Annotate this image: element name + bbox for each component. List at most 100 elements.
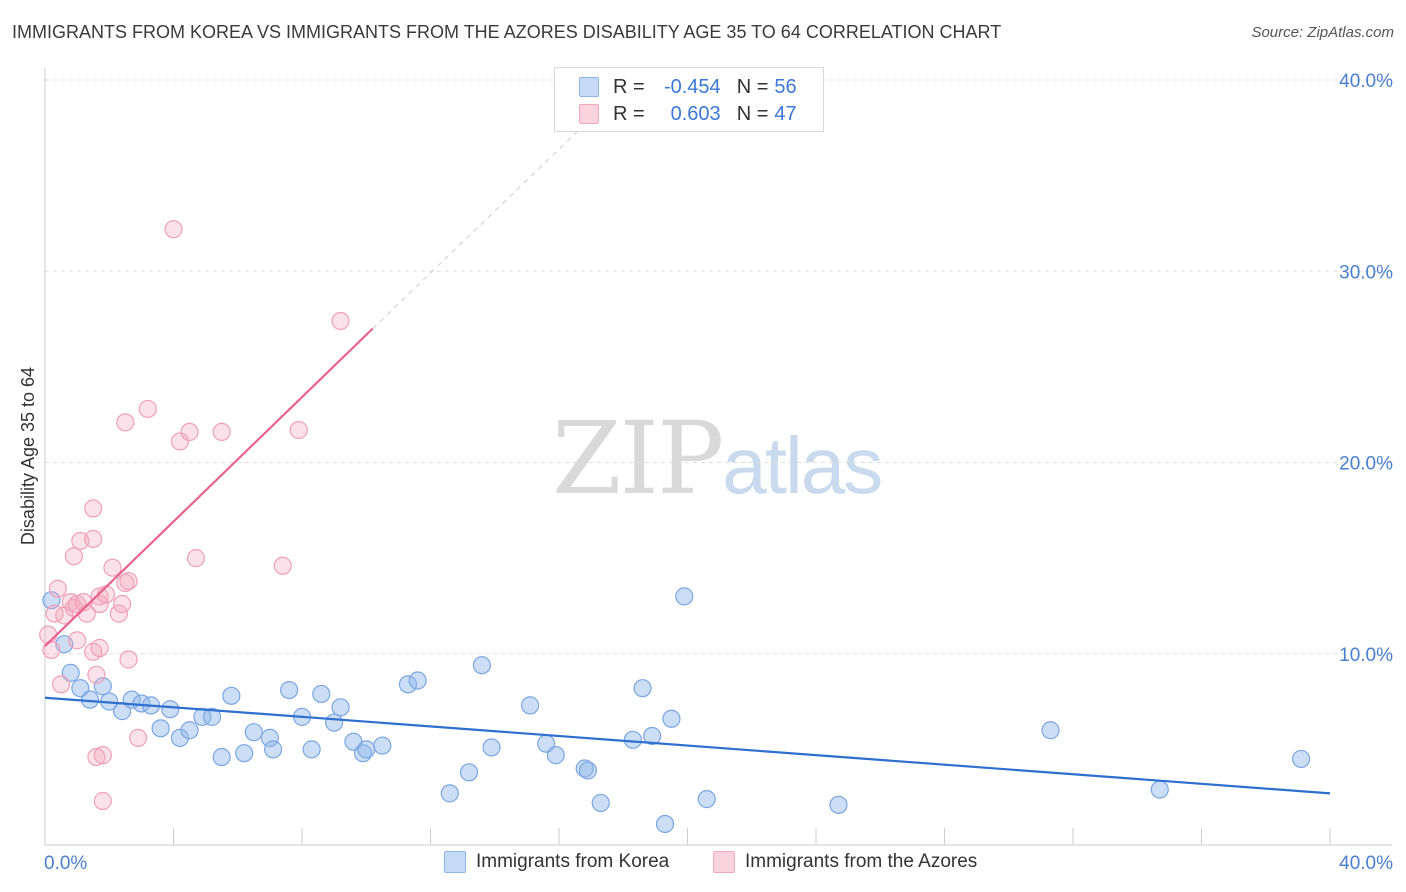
- watermark-atlas: atlas: [722, 421, 883, 510]
- y-tick-label: 30.0%: [1339, 262, 1393, 283]
- bottom-azores-label: Immigrants from the Azores: [745, 851, 978, 872]
- azores-point: [93, 791, 112, 811]
- korea-trend-line: [44, 696, 1331, 795]
- korea-point: [482, 738, 501, 757]
- korea-point: [357, 740, 376, 759]
- azores-point: [39, 625, 58, 644]
- azores-n-label: N =: [736, 102, 769, 125]
- legend-row-korea: R = -0.454 N = 56: [579, 75, 797, 99]
- source-label: Source: ZipAtlas.com: [1251, 24, 1394, 41]
- korea-swatch: [579, 77, 599, 97]
- y-tick-label: 40.0%: [1339, 71, 1393, 92]
- azores-point: [64, 547, 84, 566]
- korea-n-label: N =: [736, 75, 769, 98]
- azores-point: [129, 728, 148, 748]
- korea-point: [180, 721, 199, 740]
- korea-point: [655, 814, 675, 834]
- bottom-korea-label: Immigrants from Korea: [476, 851, 670, 872]
- korea-point: [331, 698, 350, 717]
- korea-point: [829, 795, 848, 814]
- korea-point: [459, 763, 479, 782]
- azores-r-label: R =: [613, 102, 645, 125]
- korea-point: [373, 736, 392, 755]
- korea-point: [578, 761, 598, 780]
- y-tick-label: 20.0%: [1339, 454, 1393, 475]
- azores-point: [84, 529, 103, 549]
- korea-r-value: -0.454: [663, 75, 721, 98]
- korea-point: [263, 740, 283, 759]
- azores-point: [116, 573, 135, 593]
- azores-point: [61, 593, 80, 612]
- korea-n-value: 56: [774, 75, 797, 98]
- korea-point: [1041, 721, 1060, 740]
- x-tick-label: 0.0%: [44, 853, 87, 874]
- korea-point: [643, 726, 662, 746]
- korea-point: [302, 740, 321, 759]
- azores-point: [48, 579, 67, 598]
- azores-point: [87, 665, 106, 684]
- azores-point: [68, 631, 87, 650]
- korea-point: [591, 793, 610, 813]
- azores-point: [164, 220, 183, 239]
- azores-point: [109, 604, 128, 623]
- korea-r-label: R =: [613, 75, 645, 98]
- korea-point: [325, 713, 344, 732]
- korea-point: [546, 746, 565, 765]
- korea-point: [697, 789, 716, 809]
- azores-trend-line: [44, 327, 374, 647]
- korea-point: [1150, 780, 1169, 799]
- watermark-zip: ZIP: [552, 400, 724, 517]
- azores-trend-extension: [372, 117, 592, 329]
- azores-r-value: 0.603: [670, 102, 721, 125]
- watermark: ZIPatlas: [552, 400, 883, 517]
- korea-point: [575, 759, 594, 778]
- korea-point: [472, 656, 491, 675]
- azores-point: [87, 747, 106, 767]
- azores-swatch: [579, 104, 599, 124]
- korea-point: [633, 679, 652, 698]
- korea-point: [212, 747, 231, 767]
- korea-point: [235, 744, 254, 763]
- azores-point: [273, 556, 292, 575]
- bottom-legend-korea: Immigrants from Korea: [444, 851, 669, 873]
- azores-point: [138, 399, 157, 419]
- azores-point: [68, 594, 87, 614]
- x-tick-label: 40.0%: [1339, 853, 1393, 874]
- korea-point: [202, 707, 222, 726]
- korea-point: [675, 587, 694, 606]
- azores-point: [112, 594, 132, 614]
- azores-point: [180, 422, 199, 441]
- azores-point: [103, 558, 122, 577]
- azores-point: [42, 640, 61, 660]
- korea-point: [151, 719, 170, 738]
- korea-point: [520, 696, 540, 715]
- korea-point: [312, 684, 331, 704]
- korea-point: [623, 730, 642, 749]
- azores-point: [119, 571, 138, 591]
- korea-point: [244, 723, 263, 742]
- y-axis-label: Disability Age 35 to 64: [18, 367, 38, 545]
- stats-legend: R = -0.454 N = 56 R = 0.603 N = 47: [554, 67, 824, 132]
- korea-point: [1291, 749, 1311, 769]
- y-tick-label: 10.0%: [1339, 645, 1393, 666]
- legend-row-azores: R = 0.603 N = 47: [579, 102, 797, 126]
- bottom-azores-swatch: [713, 851, 735, 873]
- korea-point: [161, 700, 180, 719]
- azores-point: [289, 420, 308, 440]
- korea-point: [222, 686, 241, 705]
- azores-point: [96, 585, 116, 604]
- azores-point: [331, 311, 350, 331]
- azores-point: [84, 499, 103, 518]
- azores-point: [51, 675, 71, 694]
- korea-point: [260, 728, 279, 748]
- korea-point: [662, 709, 681, 728]
- azores-point: [90, 594, 109, 614]
- azores-point: [116, 413, 135, 432]
- bottom-korea-swatch: [444, 851, 466, 873]
- bottom-legend-azores: Immigrants from the Azores: [713, 851, 977, 873]
- azores-point: [119, 650, 138, 669]
- azores-point: [212, 422, 231, 441]
- korea-point: [440, 784, 459, 803]
- azores-n-value: 47: [774, 102, 797, 125]
